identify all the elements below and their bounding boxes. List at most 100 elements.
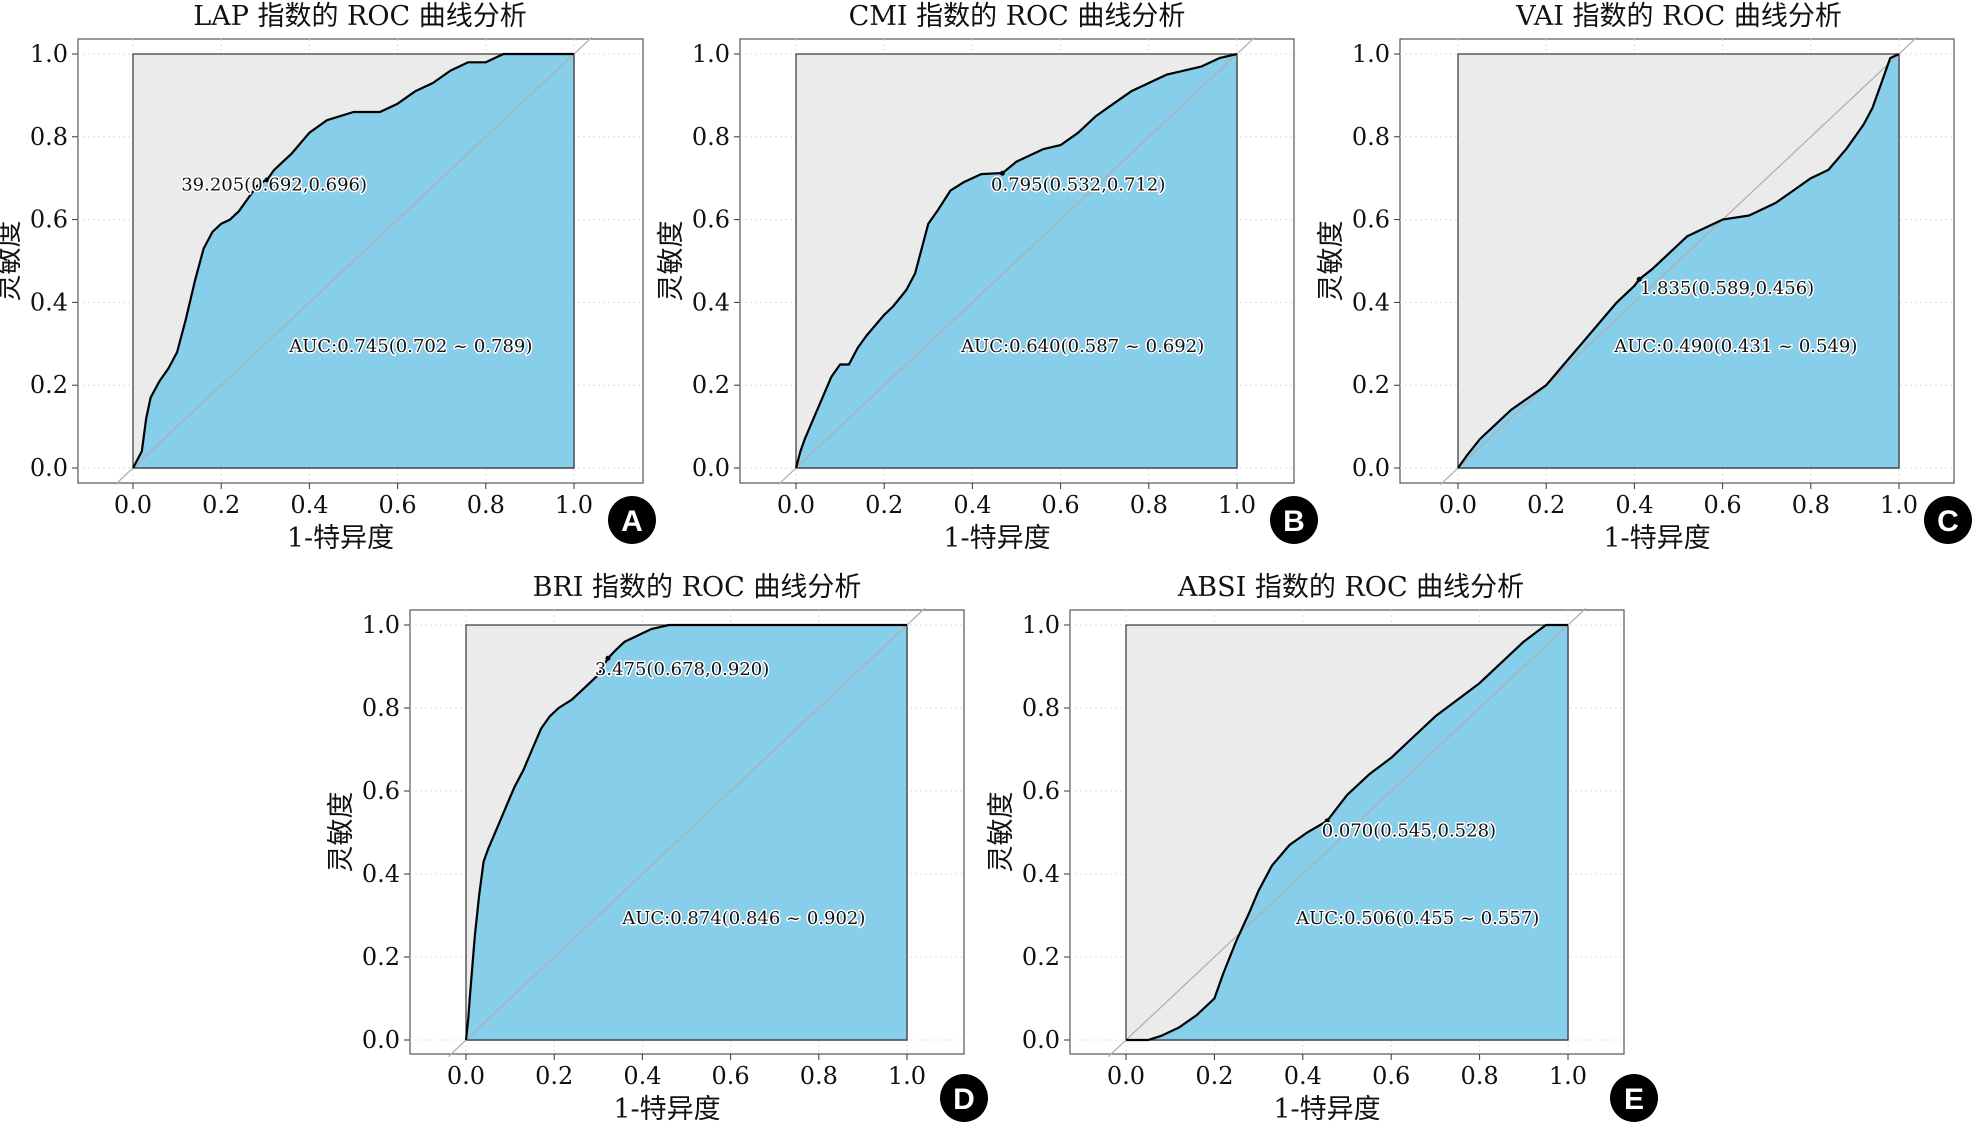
panel-title: BRI 指数的 ROC 曲线分析 <box>533 572 862 603</box>
x-axis-title: 1-特异度 <box>287 523 394 554</box>
x-tick-label: 0.4 <box>1615 491 1653 519</box>
y-tick-label: 0.0 <box>362 1026 400 1054</box>
panel-title: CMI 指数的 ROC 曲线分析 <box>849 1 1186 32</box>
y-tick-label: 1.0 <box>30 40 68 68</box>
y-tick-label: 0.2 <box>362 943 400 971</box>
threshold-point <box>605 655 611 661</box>
threshold-label: 39.205(0.692,0.696) <box>181 175 367 196</box>
reference-diagonal <box>114 36 593 486</box>
x-axis-title: 1-特异度 <box>613 1094 720 1125</box>
threshold-point <box>264 177 270 183</box>
auc-label: AUC:0.506(0.455 ~ 0.557) <box>1295 908 1539 929</box>
x-tick-label: 0.0 <box>114 491 152 519</box>
threshold-point <box>999 170 1005 176</box>
y-tick-label: 0.4 <box>692 288 730 316</box>
x-tick-label: 0.2 <box>865 491 903 519</box>
x-tick-label: 1.0 <box>1218 491 1256 519</box>
y-tick-label: 0.8 <box>362 694 400 722</box>
panel-badge-letter: E <box>1624 1083 1644 1116</box>
threshold-label: 0.795(0.532,0.712) <box>991 175 1165 196</box>
y-tick-label: 0.4 <box>30 288 68 316</box>
x-tick-label: 0.0 <box>1107 1062 1145 1090</box>
y-tick-label: 0.4 <box>362 860 400 888</box>
x-tick-label: 0.8 <box>467 491 505 519</box>
y-tick-label: 0.2 <box>30 371 68 399</box>
x-tick-label: 0.6 <box>712 1062 750 1090</box>
y-tick-label: 0.0 <box>30 454 68 482</box>
x-tick-label: 0.2 <box>1195 1062 1233 1090</box>
y-axis-title: 灵敏度 <box>656 221 687 302</box>
y-axis-title: 灵敏度 <box>1316 221 1347 302</box>
x-tick-label: 0.4 <box>623 1062 661 1090</box>
y-tick-label: 0.8 <box>1352 123 1390 151</box>
x-tick-label: 0.6 <box>379 491 417 519</box>
x-tick-label: 0.0 <box>447 1062 485 1090</box>
y-tick-label: 0.8 <box>692 123 730 151</box>
panel-title: ABSI 指数的 ROC 曲线分析 <box>1177 572 1524 603</box>
y-tick-label: 0.4 <box>1352 288 1390 316</box>
panel-title: VAI 指数的 ROC 曲线分析 <box>1515 1 1842 32</box>
y-tick-label: 1.0 <box>1022 611 1060 639</box>
y-tick-label: 0.6 <box>1352 206 1390 234</box>
panel-badge-letter: A <box>621 505 643 538</box>
x-tick-label: 0.8 <box>1461 1062 1499 1090</box>
x-tick-label: 0.6 <box>1042 491 1080 519</box>
panel-title: LAP 指数的 ROC 曲线分析 <box>193 1 526 32</box>
y-axis-title: 灵敏度 <box>0 221 25 302</box>
x-tick-label: 0.8 <box>1130 491 1168 519</box>
y-tick-label: 0.0 <box>1352 454 1390 482</box>
y-tick-label: 0.8 <box>1022 694 1060 722</box>
y-tick-label: 1.0 <box>692 40 730 68</box>
threshold-label: 3.475(0.678,0.920) <box>595 659 769 680</box>
y-tick-label: 0.6 <box>362 777 400 805</box>
auc-label: AUC:0.640(0.587 ~ 0.692) <box>960 336 1204 357</box>
roc-panel-d: 3.475(0.678,0.920) AUC:0.874(0.846 ~ 0.90… <box>326 572 988 1125</box>
roc-curve-line <box>464 623 907 1041</box>
roc-curve-line <box>132 52 574 469</box>
panel-badge-circle <box>940 1074 988 1122</box>
auc-label: AUC:0.874(0.846 ~ 0.902) <box>621 908 865 929</box>
panel-badge-circle <box>1610 1074 1658 1122</box>
roc-panel-c: 1.835(0.589,0.456) AUC:0.490(0.431 ~ 0.54… <box>1316 1 1972 554</box>
panel-badge-circle <box>1924 496 1972 544</box>
x-tick-label: 0.4 <box>290 491 328 519</box>
auc-label: AUC:0.490(0.431 ~ 0.549) <box>1613 336 1857 357</box>
y-axis-title: 灵敏度 <box>326 792 357 873</box>
roc-panel-e: 0.070(0.545,0.528) AUC:0.506(0.455 ~ 0.55… <box>986 572 1658 1125</box>
panel-badge-letter: D <box>953 1083 975 1116</box>
y-tick-label: 0.4 <box>1022 860 1060 888</box>
x-tick-label: 0.8 <box>800 1062 838 1090</box>
x-tick-label: 0.6 <box>1372 1062 1410 1090</box>
roc-panel-b: 0.795(0.532,0.712) AUC:0.640(0.587 ~ 0.69… <box>656 1 1318 554</box>
roc-curve-line <box>1126 623 1568 1042</box>
y-tick-label: 0.2 <box>1022 943 1060 971</box>
x-tick-label: 0.4 <box>953 491 991 519</box>
panel-badge-letter: C <box>1937 505 1959 538</box>
auc-label: AUC:0.745(0.702 ~ 0.789) <box>288 336 532 357</box>
threshold-point <box>1324 818 1330 824</box>
y-tick-label: 0.6 <box>692 206 730 234</box>
panel-badge-circle <box>1270 496 1318 544</box>
y-tick-label: 0.0 <box>692 454 730 482</box>
y-tick-label: 1.0 <box>1352 40 1390 68</box>
y-tick-label: 0.8 <box>30 123 68 151</box>
roc-curve-line <box>1457 53 1900 469</box>
reference-diagonal <box>1107 607 1587 1058</box>
x-axis-title: 1-特异度 <box>943 523 1050 554</box>
y-tick-label: 0.2 <box>692 371 730 399</box>
x-axis-title: 1-特异度 <box>1603 523 1710 554</box>
x-axis-title: 1-特异度 <box>1273 1094 1380 1125</box>
threshold-point <box>1636 276 1642 282</box>
x-tick-label: 0.6 <box>1704 491 1742 519</box>
x-tick-label: 1.0 <box>555 491 593 519</box>
x-tick-label: 1.0 <box>888 1062 926 1090</box>
roc-curve-line <box>794 52 1238 469</box>
x-tick-label: 1.0 <box>1880 491 1918 519</box>
threshold-label: 1.835(0.589,0.456) <box>1640 278 1814 299</box>
reference-diagonal <box>447 607 926 1058</box>
roc-panel-a: 39.205(0.692,0.696) AUC:0.745(0.702 ~ 0.7… <box>0 1 656 554</box>
y-axis-title: 灵敏度 <box>986 792 1017 873</box>
y-tick-label: 0.6 <box>30 206 68 234</box>
